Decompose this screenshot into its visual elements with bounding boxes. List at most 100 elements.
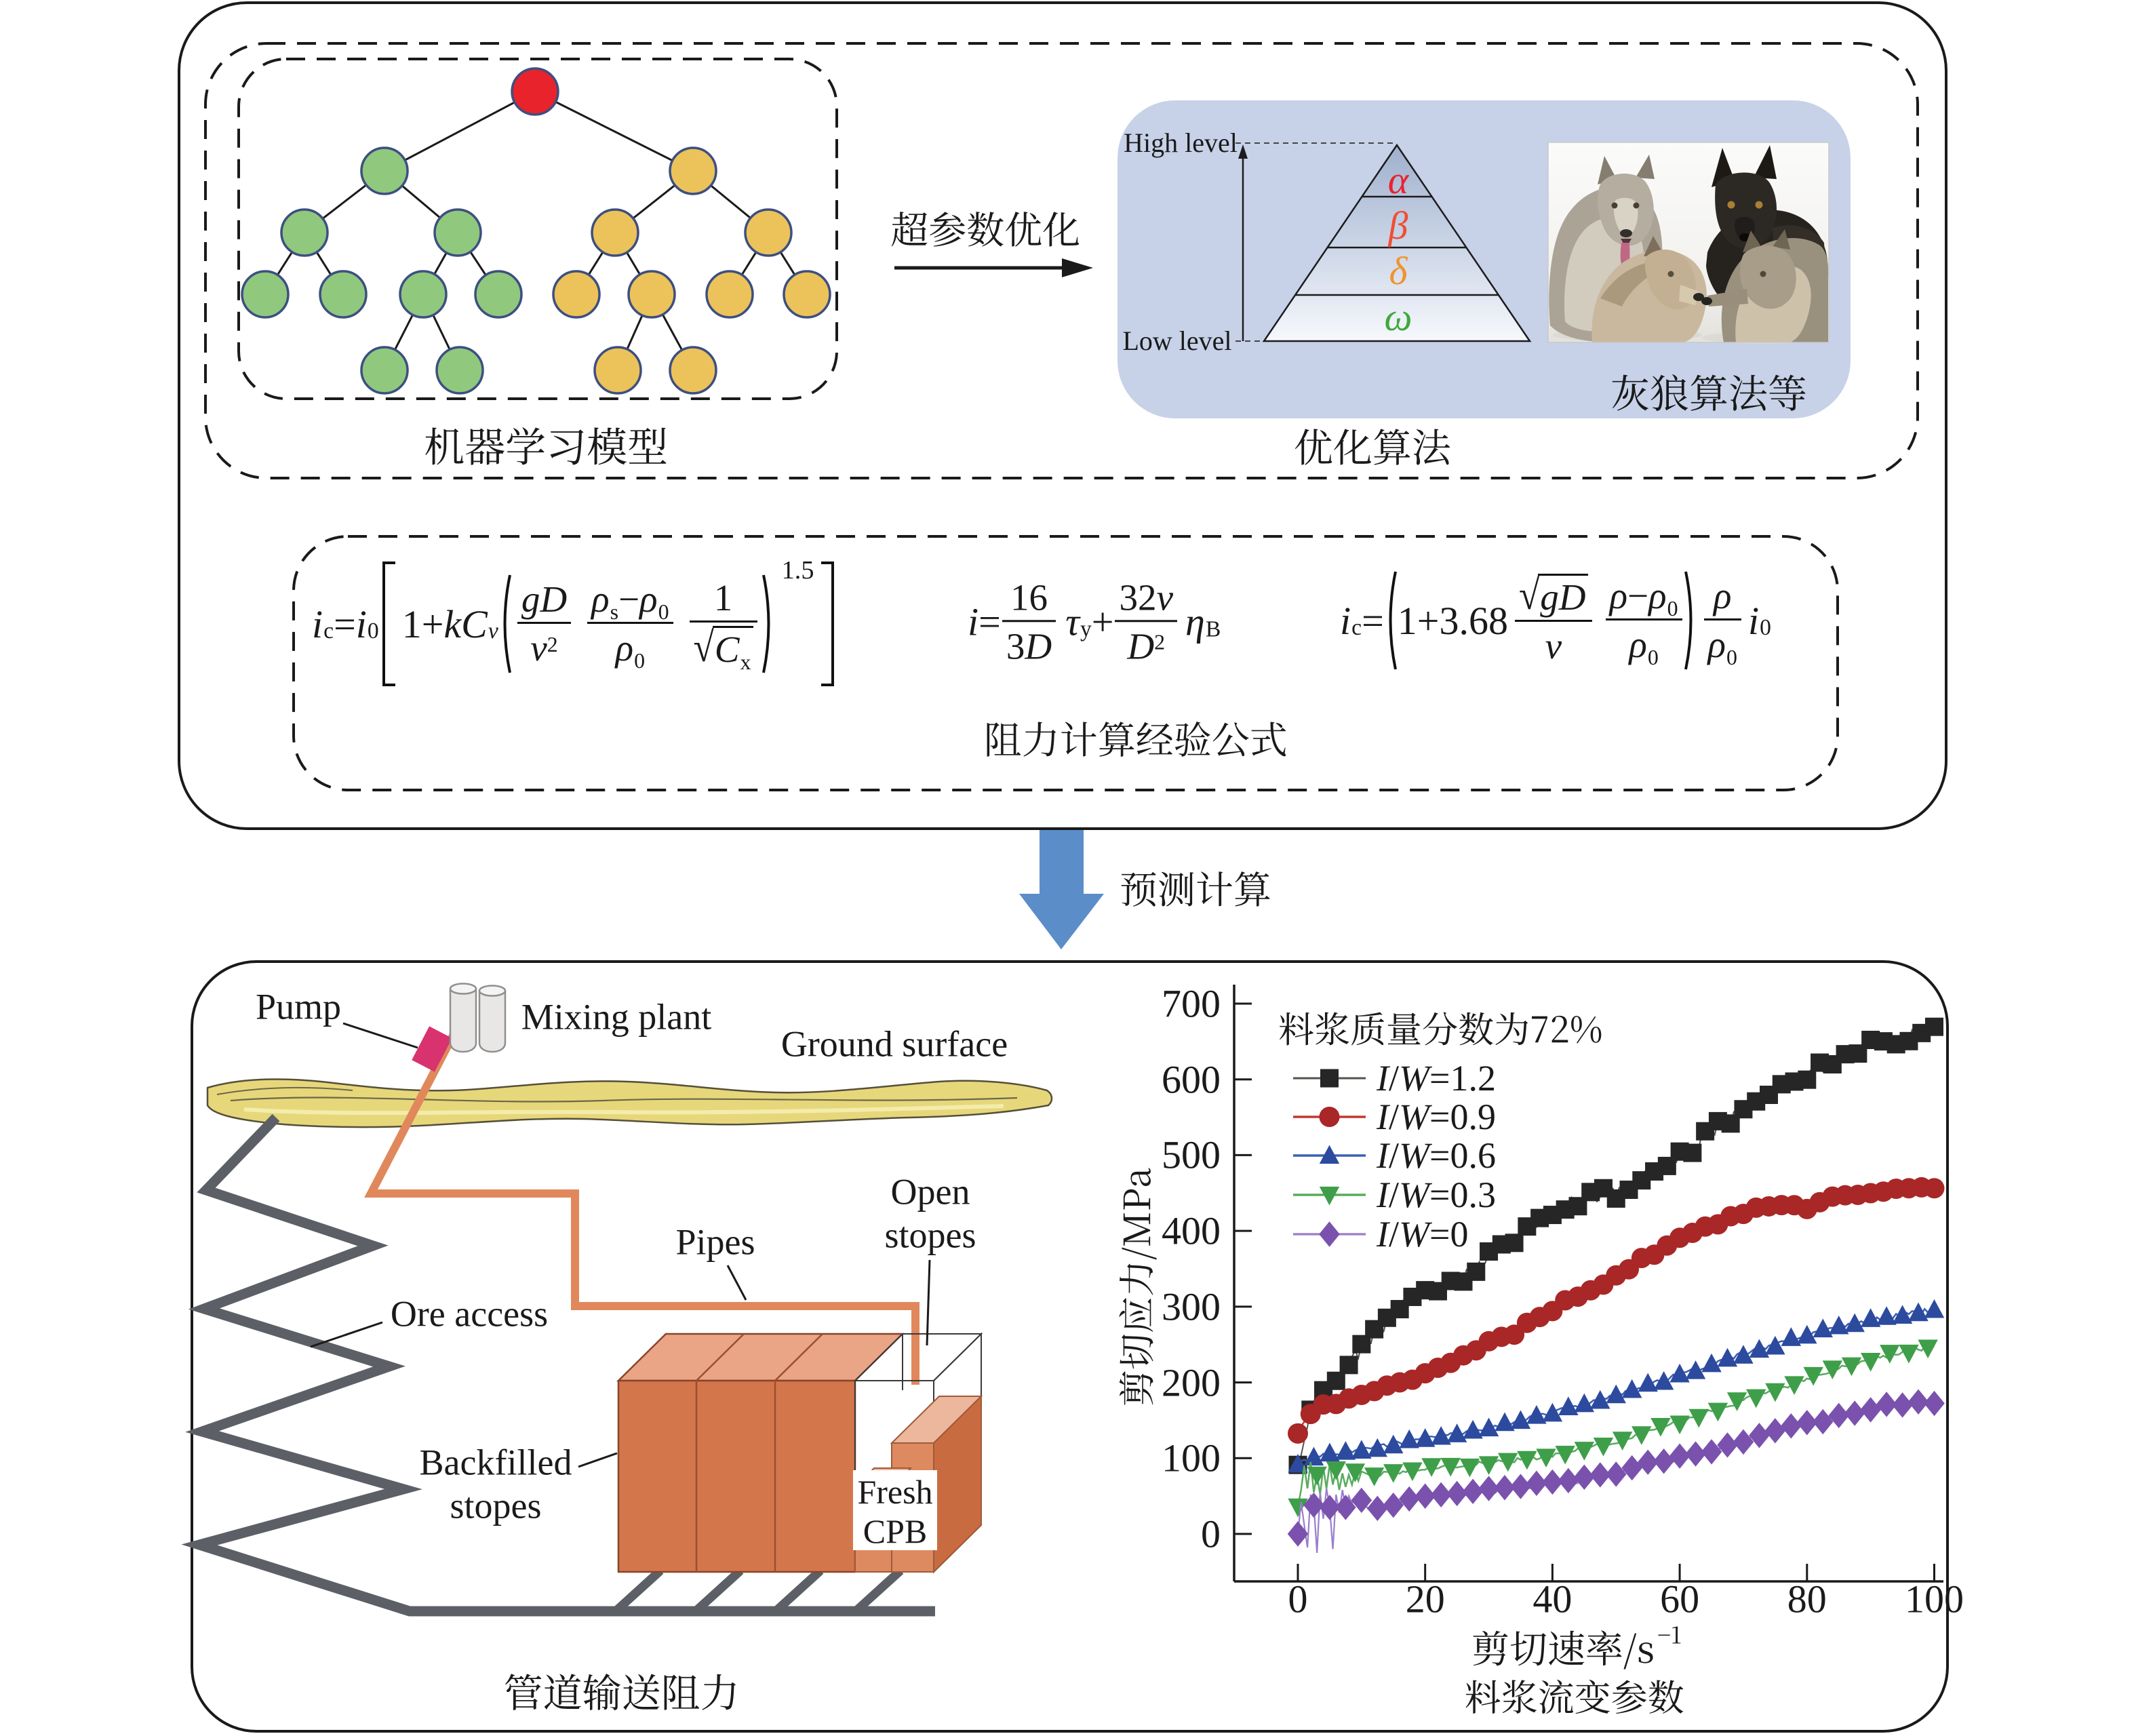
formula-token-part [1515,620,1592,622]
legend-item-I/W=0.3: I/W=0.3 [1377,1175,1496,1215]
fresh-cpb-label-bg [853,1470,937,1550]
series-marker-diamond [1653,1448,1674,1474]
legend-item-I/W=0.6-part: I [1377,1135,1389,1176]
series-marker-triangle-up [1717,1347,1738,1367]
tree-node [360,146,409,195]
formula-token-part [503,574,511,673]
backfilled-stopes-block-part [696,1333,745,1381]
formula-token-part-part [762,574,770,673]
series-marker-triangle-down [1497,1453,1518,1472]
formula-token: 1+ [401,601,444,646]
series-marker-diamond [1749,1423,1770,1448]
label-ylabel-glyphs [1119,1168,1157,1405]
legend-item-I/W=0.9: I/W=0.9 [1377,1097,1496,1137]
formula-token: ρ [1609,575,1628,617]
series-marker-triangle-down [1421,1458,1442,1477]
series-marker-triangle-down [1784,1376,1804,1395]
series-marker-triangle-up [1892,1305,1913,1324]
series-marker-triangle-up [1431,1425,1451,1445]
wolf-tan-center-icon [1591,236,1707,342]
formula-token: v [1545,625,1562,667]
formula-token-part [1002,620,1056,622]
legend-item-I/W=1.2: I/W=1.2 [1377,1058,1496,1099]
pointer-lines [310,1022,931,1468]
formula-token-part [1389,571,1397,670]
wolf-gray-left-icon-part [1620,229,1632,237]
formula-token [382,561,395,686]
series-marker-diamond [1319,1495,1341,1520]
label-hyperopt-glyphs [891,212,1080,247]
formula-token: + [1091,599,1114,644]
series-marker-triangle-up [1590,1389,1610,1409]
label-predict-glyphs [1121,871,1270,907]
formula-token-part: √ [693,624,714,671]
series-marker-circle [1288,1423,1308,1444]
series-marker-square [1326,1371,1345,1390]
legend-item-I/W=0.6: I/W=0.6 [1377,1135,1496,1176]
formula-token: i [1340,598,1351,643]
series-marker-triangle-up [1415,1428,1436,1447]
label-ground-surface: Ground surface [780,1023,1008,1065]
series-marker-triangle-up [1653,1370,1674,1390]
wolf-gray-right-icon-part [1740,245,1796,309]
wolf-tan-center-icon-part [1693,293,1704,301]
mine-schematic-part [230,1097,1018,1103]
series-marker-triangle-down [1555,1445,1575,1465]
series-marker-triangle-up [1844,1313,1865,1333]
series-marker-triangle-up [1606,1384,1626,1404]
series-marker-triangle-up [1446,1423,1467,1442]
formula-token: 2 [1154,630,1166,654]
formula-token-part-part [1389,571,1397,670]
series-marker-diamond [1430,1482,1452,1508]
formula-token: 0 [1760,615,1771,641]
wolf-gray-right-icon-part [1707,289,1748,307]
series-marker-triangle-down [1841,1357,1862,1377]
tree-edge [384,90,536,172]
ml-model-dashed-box [237,58,838,400]
series-marker-triangle-up [1526,1405,1547,1424]
tree-node [627,270,676,319]
formula-token-part: v [1541,622,1566,667]
tree-node [280,208,329,257]
tree-node [744,208,793,257]
gwo-pyramid [1235,142,1532,342]
series-marker-triangle-up [1495,1412,1515,1432]
series-marker-triangle-up [1574,1393,1595,1413]
formula-token: 0 [658,599,669,624]
series-marker-triangle-up [1765,1335,1785,1355]
legend-item-I/W=0.3-part: W [1399,1175,1429,1215]
series-marker-triangle-up [1320,1442,1340,1462]
label-fresh-cpb-2: CPB [863,1512,928,1550]
y-tick-label: 700 [1162,981,1221,1026]
series-marker-triangle-down [1707,1402,1728,1422]
wolf-gray-right-icon-part [1760,271,1766,277]
series-marker-triangle-up [1558,1396,1579,1415]
series-marker-diamond [1685,1441,1706,1467]
formula-token: = [978,599,1001,644]
label-ml_label-glyphs [425,427,667,465]
formula-token: ρ [1707,624,1726,665]
formula-token-part: 1.5 [781,556,814,585]
pointer-lines-part [578,1452,618,1468]
pyramid-level-0: α [1387,158,1409,202]
wolf-black-icon-part [1735,216,1755,239]
series-marker-triangle-down [1631,1426,1652,1445]
series-marker-diamond [1510,1474,1531,1499]
legend-item-I/W=1.2-part: W [1399,1058,1429,1099]
y-tick-label: 100 [1162,1436,1221,1480]
series-marker-diamond [1812,1408,1834,1435]
level-axis-arrowhead [1238,144,1248,159]
series-marker-triangle-down [1669,1415,1690,1435]
series-marker-square [1505,1234,1524,1252]
chart-series-I-W-0.6 [1288,1299,1945,1473]
top-section-box [178,1,1947,830]
series-marker-triangle-up [1335,1441,1356,1460]
formula-token-part [1605,618,1682,620]
series-marker-triangle-up [1781,1327,1802,1346]
mine-schematic-part [216,1086,353,1095]
formula-token-part: gD [517,578,571,622]
legend-item-I/W=1.2-part: I [1377,1058,1389,1099]
series-marker-triangle-up [1367,1438,1388,1457]
